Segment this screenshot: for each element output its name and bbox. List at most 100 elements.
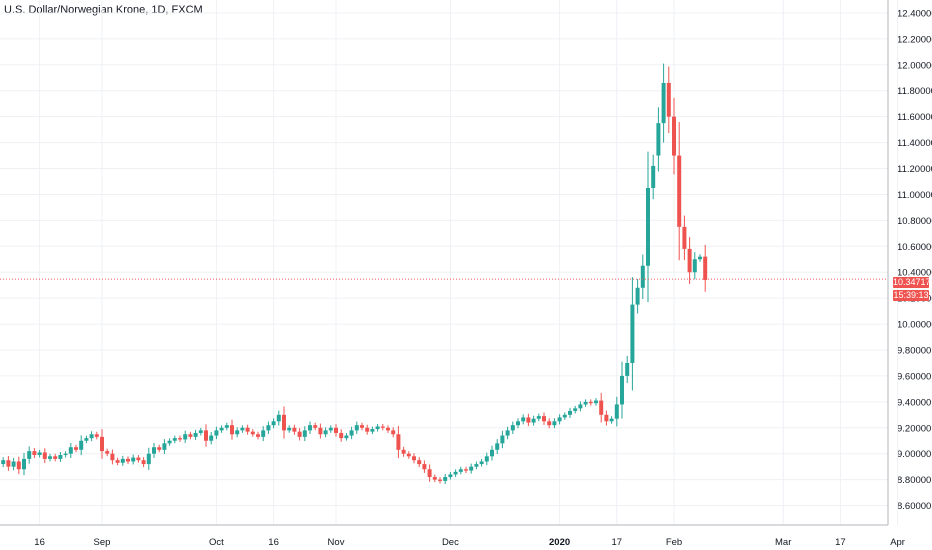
candle-body: [526, 417, 531, 423]
candle-body: [594, 400, 598, 404]
y-tick-label: 11.20000: [897, 164, 932, 175]
candle-body: [614, 404, 619, 419]
candle-body: [703, 256, 708, 280]
candle-body: [656, 123, 661, 156]
candle-body: [58, 455, 63, 459]
candle-body: [188, 434, 193, 437]
candle-body: [516, 421, 520, 426]
candle-body: [692, 259, 697, 273]
candle-body: [318, 427, 323, 435]
candle-body: [271, 421, 276, 426]
candle-body: [178, 438, 182, 440]
candle-body: [219, 427, 224, 431]
candle-body: [120, 458, 125, 463]
candle-body: [547, 421, 552, 426]
candle-body: [406, 453, 411, 457]
candle-body: [157, 447, 162, 450]
candle-body: [297, 431, 302, 437]
y-tick-label: 10.60000: [897, 242, 932, 253]
candle-body: [245, 427, 250, 432]
y-tick-label: 9.40000: [897, 397, 931, 408]
candle-body: [105, 451, 110, 454]
candle-body: [146, 453, 151, 465]
candle-body: [42, 452, 47, 459]
candle-body: [484, 456, 489, 462]
candle-body: [666, 82, 671, 117]
candle-body: [536, 416, 541, 419]
candle-body: [302, 430, 307, 437]
candle-body: [438, 479, 442, 481]
candle-body: [276, 414, 281, 422]
candle-body: [214, 430, 219, 436]
candle-body: [328, 427, 333, 431]
candle-body: [360, 425, 364, 428]
candle-body: [224, 425, 229, 428]
candle-body: [365, 427, 370, 432]
candle-body: [349, 430, 354, 436]
y-tick-label: 9.80000: [897, 346, 931, 357]
candle-body: [94, 434, 99, 437]
candle-body: [256, 434, 260, 437]
candle-body: [630, 304, 635, 363]
candle-body: [261, 430, 266, 437]
y-tick-label: 12.00000: [897, 60, 932, 71]
candle-body: [677, 155, 682, 227]
candle-body: [282, 414, 286, 431]
x-tick-label: Feb: [666, 537, 682, 548]
candle-body: [620, 375, 624, 405]
candle-body: [672, 116, 676, 156]
candle-body: [344, 435, 349, 439]
candle-body: [1, 460, 6, 465]
candle-body: [490, 449, 494, 457]
candle-body: [11, 461, 16, 467]
x-tick-label: 17: [835, 537, 846, 548]
y-tick-label: 11.60000: [897, 112, 932, 123]
x-tick-label: Mar: [775, 537, 791, 548]
candle-body: [48, 456, 52, 459]
candle-body: [651, 165, 656, 188]
y-tick-label: 9.20000: [897, 423, 931, 434]
y-tick-label: 8.60000: [897, 501, 931, 512]
candle-body: [583, 401, 588, 405]
candle-body: [172, 438, 177, 441]
x-tick-label: 16: [268, 537, 279, 548]
candle-body: [599, 400, 604, 415]
candle-body: [646, 187, 650, 266]
candle-body: [375, 426, 380, 430]
candle-body: [141, 460, 146, 465]
candle-body: [604, 414, 609, 422]
candle-body: [37, 452, 42, 455]
countdown-label: 15:39:13: [893, 290, 929, 301]
x-tick-label: Nov: [328, 537, 345, 548]
candle-body: [152, 447, 156, 454]
candle-body: [84, 438, 89, 441]
candle-body: [458, 469, 463, 472]
candle-body: [240, 427, 245, 431]
candle-body: [339, 432, 344, 439]
candle-body: [640, 265, 645, 288]
y-tick-label: 11.00000: [897, 190, 932, 201]
candle-body: [557, 417, 562, 422]
y-tick-label: 12.40000: [897, 8, 932, 19]
x-tick-label: Apr: [890, 537, 905, 548]
candle-body: [500, 435, 505, 444]
candle-body: [464, 469, 468, 471]
candle-body: [89, 434, 94, 439]
candle-body: [531, 418, 536, 423]
candle-body: [552, 421, 557, 426]
candle-body: [417, 460, 422, 465]
candle-body: [167, 440, 172, 444]
candle-body: [427, 469, 432, 478]
candle-body: [474, 464, 479, 467]
candle-body: [323, 430, 328, 435]
candle-body: [443, 477, 448, 481]
candle-body: [32, 451, 37, 455]
candle-body: [334, 427, 338, 433]
candle-body: [510, 425, 515, 431]
candle-body: [193, 432, 198, 437]
x-tick-label: Oct: [209, 537, 224, 548]
candle-body: [6, 460, 11, 467]
candle-body: [131, 457, 136, 462]
candle-body: [588, 401, 593, 404]
